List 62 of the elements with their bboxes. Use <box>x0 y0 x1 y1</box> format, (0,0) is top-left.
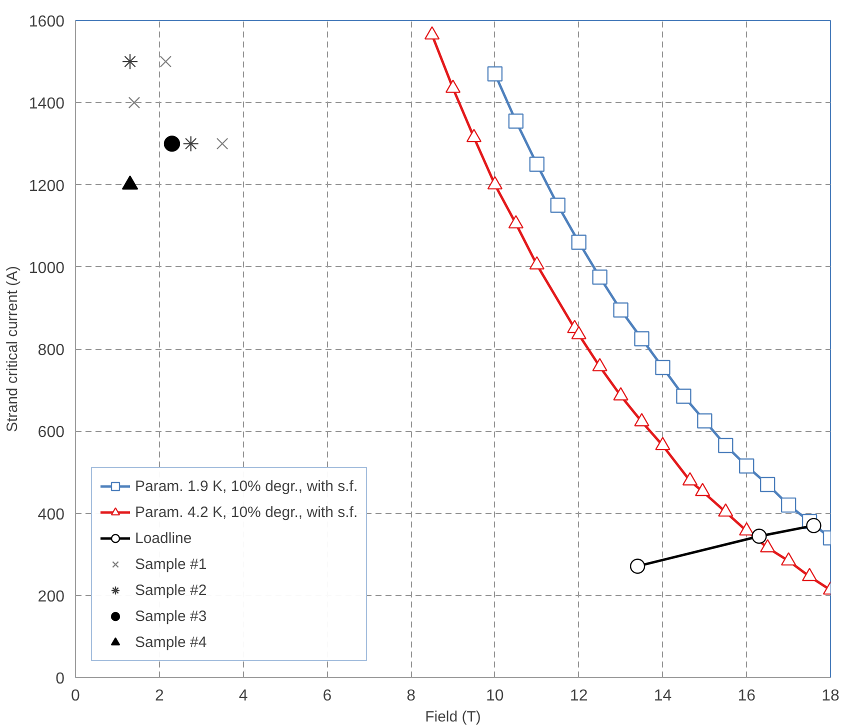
point <box>655 360 670 376</box>
y-tick-label: 1200 <box>28 178 65 195</box>
legend-label: Sample #4 <box>135 634 207 650</box>
point <box>760 539 776 552</box>
x-tick-label: 6 <box>322 688 332 704</box>
point <box>529 156 544 172</box>
y-tick-label: 800 <box>38 342 65 359</box>
x-tick-label: 18 <box>822 688 840 704</box>
point <box>182 136 199 152</box>
x-tick-label: 2 <box>154 688 164 704</box>
x-tick-label: 10 <box>486 688 504 704</box>
point <box>613 387 628 400</box>
point <box>122 53 138 70</box>
point <box>718 438 734 454</box>
point <box>487 66 503 82</box>
x-tick-label: 12 <box>570 688 588 704</box>
point <box>128 96 140 109</box>
y-tick-label: 1600 <box>28 14 65 30</box>
point <box>802 568 818 582</box>
y-tick-label: 1400 <box>28 96 65 113</box>
y-tick-label: 600 <box>38 424 65 442</box>
point <box>718 503 734 517</box>
point <box>634 413 650 426</box>
x-tick-label: 4 <box>238 688 248 704</box>
point <box>613 302 628 318</box>
legend-label: Sample #3 <box>135 608 207 624</box>
point <box>760 476 776 492</box>
point <box>164 136 180 152</box>
x-tick-label: 8 <box>406 688 416 704</box>
y-tick-label: 400 <box>38 506 65 524</box>
point <box>630 558 646 574</box>
legend-label: Sample #1 <box>135 556 207 572</box>
point <box>634 331 650 346</box>
legend-label: Loadline <box>135 530 192 546</box>
x-axis-title: Field (T) <box>425 708 481 726</box>
y-tick-label: 200 <box>38 588 65 606</box>
y-axis-title: Strand critical current (A) <box>4 266 21 432</box>
x-tick-label: 16 <box>738 688 756 704</box>
legend-label: Sample #2 <box>135 582 207 598</box>
point <box>571 234 586 250</box>
legend-label: Param. 4.2 K, 10% degr., with s.f. <box>135 504 358 520</box>
legend-label: Param. 1.9 K, 10% degr., with s.f. <box>135 478 358 494</box>
point <box>780 552 796 566</box>
x-tick-label: 14 <box>654 688 672 704</box>
point <box>655 436 670 450</box>
x-tick-label: 0 <box>71 688 80 704</box>
point <box>216 138 228 150</box>
point <box>780 497 796 513</box>
point <box>752 528 767 544</box>
point <box>697 413 712 428</box>
point <box>550 198 566 213</box>
point <box>592 270 608 285</box>
point <box>806 518 822 534</box>
y-tick-label: 1000 <box>28 260 65 277</box>
y-tick-label: 0 <box>56 670 65 688</box>
point <box>676 388 692 404</box>
point <box>739 458 754 474</box>
point <box>682 472 698 486</box>
point <box>739 522 754 536</box>
point <box>160 56 172 68</box>
point <box>694 482 710 496</box>
point <box>508 114 524 129</box>
